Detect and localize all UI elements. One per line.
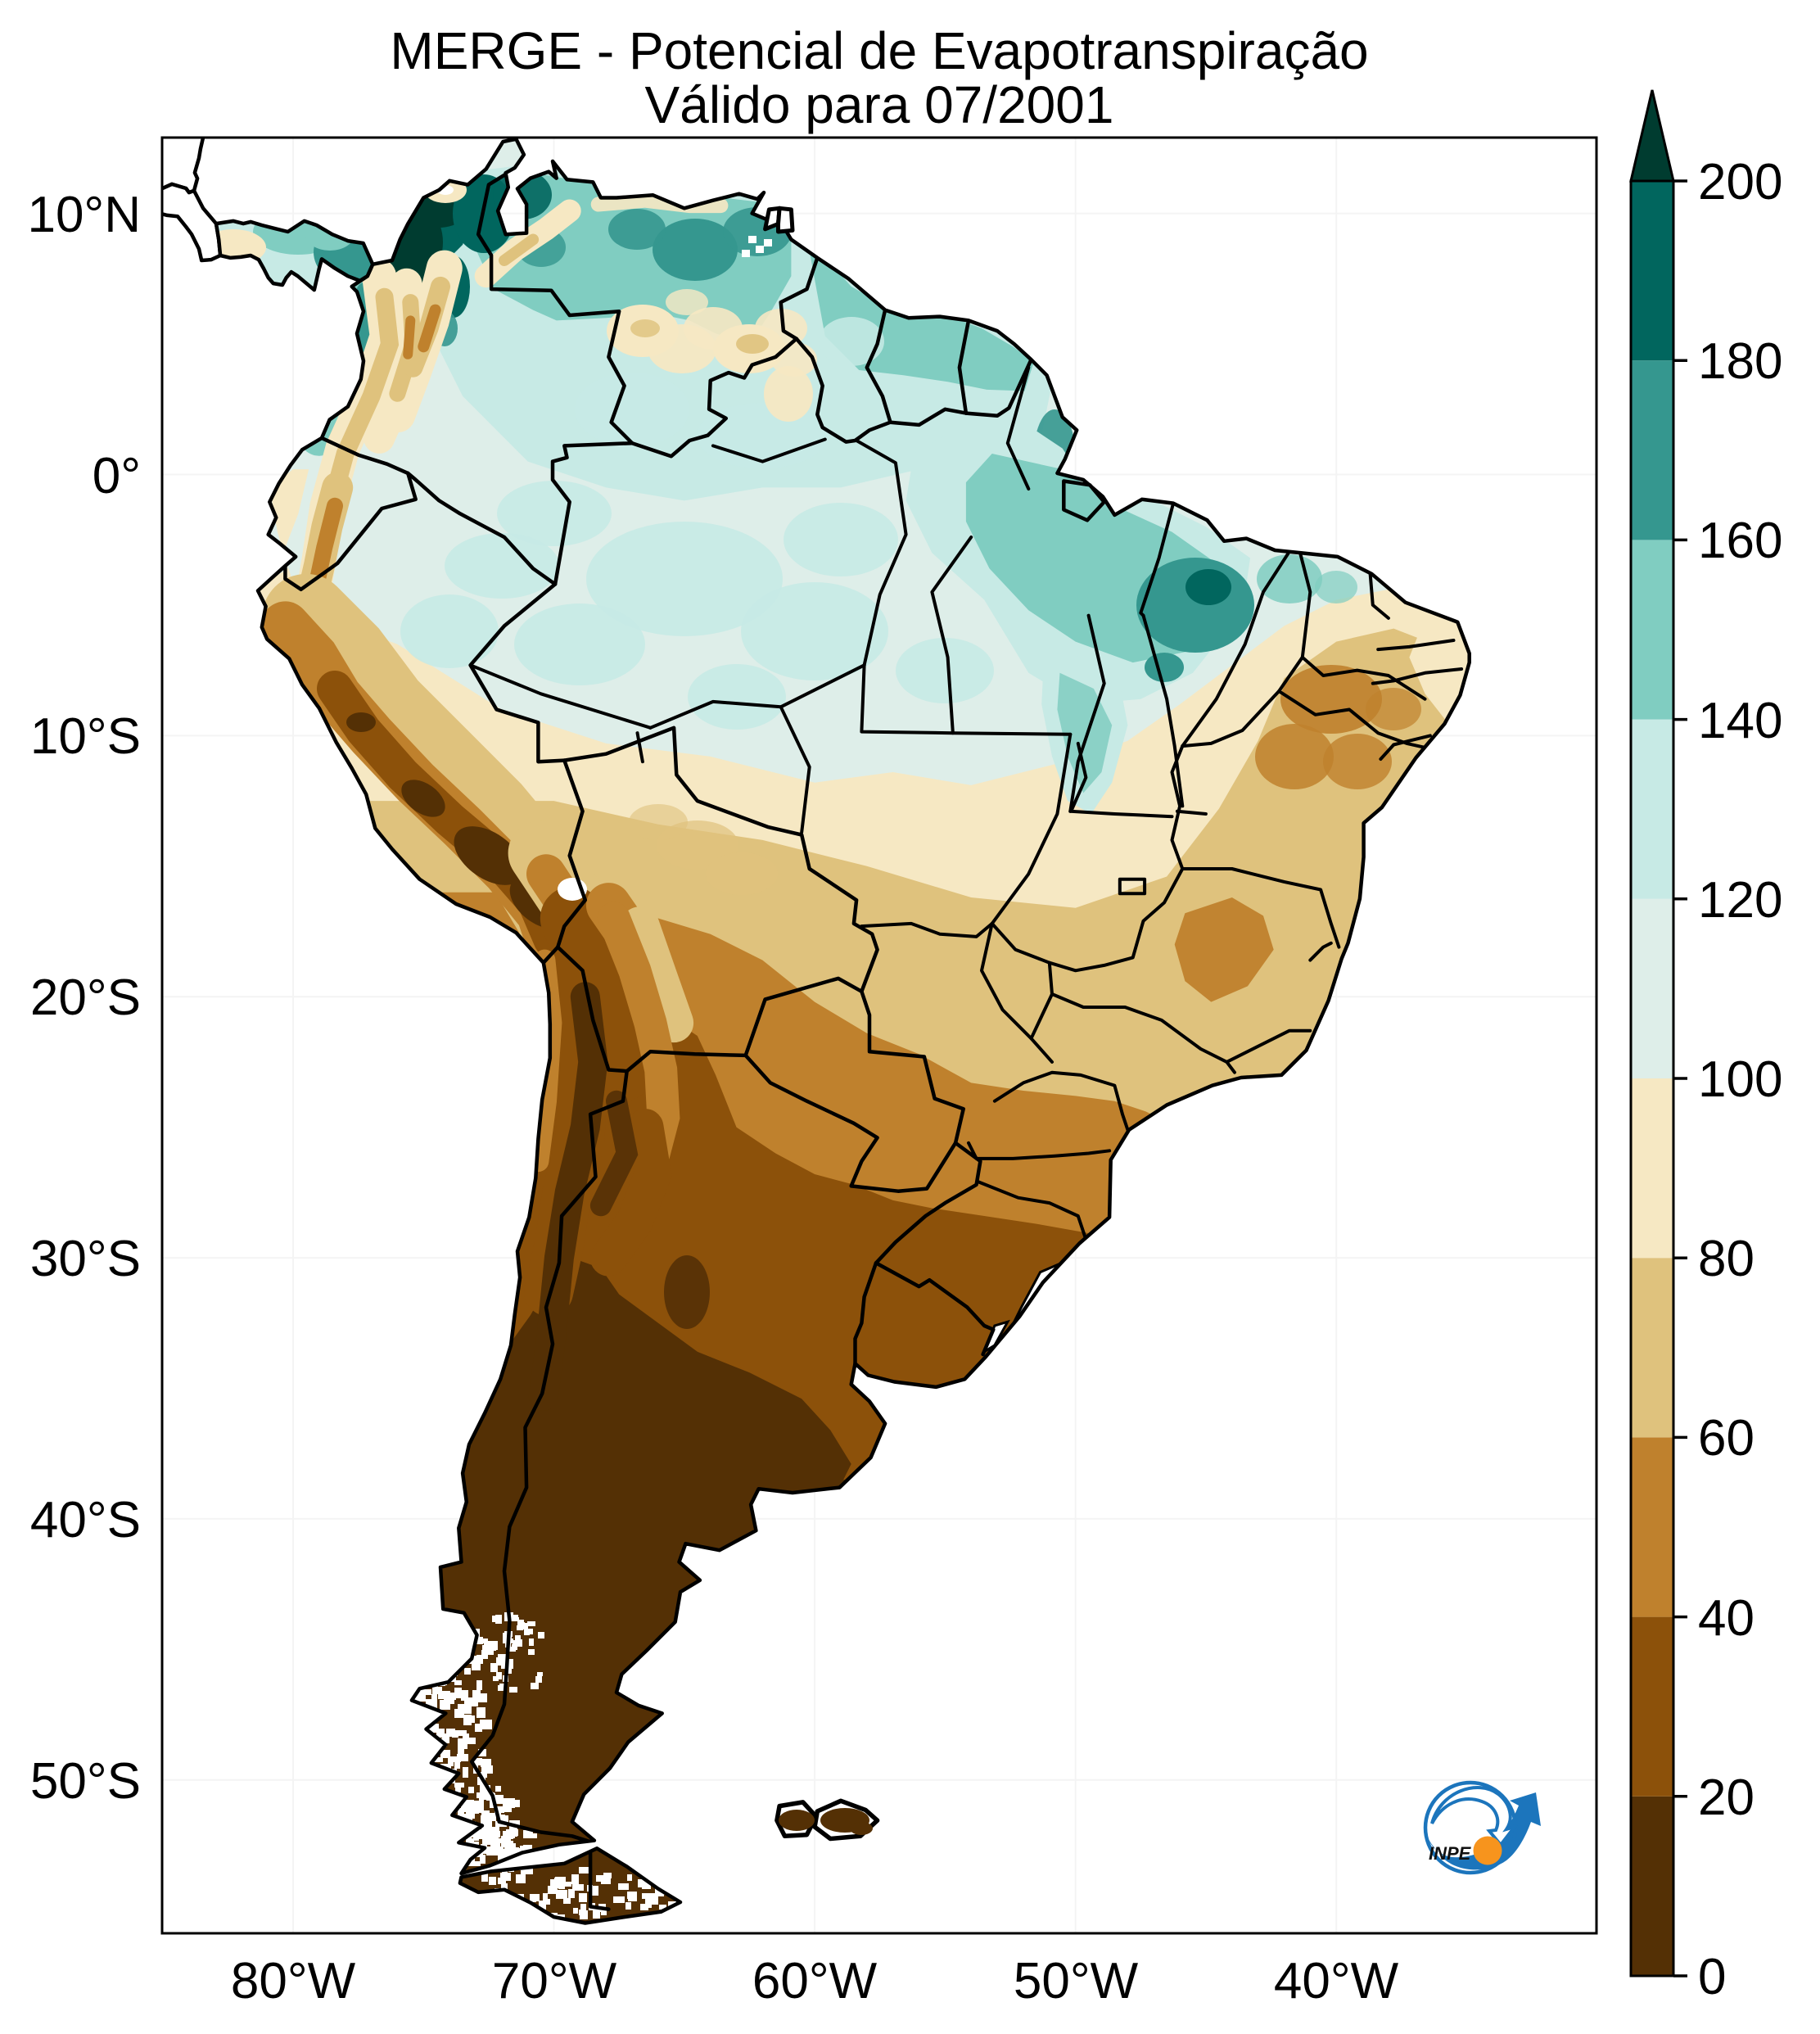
svg-text:40: 40 bbox=[1698, 1590, 1755, 1647]
svg-text:INPE: INPE bbox=[1429, 1843, 1472, 1864]
svg-text:100: 100 bbox=[1698, 1051, 1782, 1108]
svg-text:Válido para 07/2001: Válido para 07/2001 bbox=[645, 75, 1114, 134]
svg-text:0: 0 bbox=[1698, 1949, 1726, 2005]
svg-text:120: 120 bbox=[1698, 872, 1782, 929]
svg-text:0°: 0° bbox=[93, 448, 141, 504]
svg-text:10°N: 10°N bbox=[27, 187, 141, 243]
svg-text:200: 200 bbox=[1698, 154, 1782, 210]
svg-text:30°S: 30°S bbox=[30, 1231, 141, 1287]
svg-text:70°W: 70°W bbox=[492, 1953, 617, 2009]
svg-text:50°S: 50°S bbox=[30, 1753, 141, 1810]
svg-text:80°W: 80°W bbox=[231, 1953, 356, 2009]
svg-text:50°W: 50°W bbox=[1014, 1953, 1139, 2009]
svg-text:140: 140 bbox=[1698, 693, 1782, 749]
svg-text:40°W: 40°W bbox=[1274, 1953, 1399, 2009]
svg-text:80: 80 bbox=[1698, 1231, 1755, 1287]
svg-text:MERGE - Potencial de Evapotran: MERGE - Potencial de Evapotranspiração bbox=[390, 21, 1368, 80]
svg-text:40°S: 40°S bbox=[30, 1492, 141, 1548]
svg-text:20°S: 20°S bbox=[30, 970, 141, 1026]
svg-text:180: 180 bbox=[1698, 333, 1782, 390]
svg-text:10°S: 10°S bbox=[30, 708, 141, 765]
svg-text:60: 60 bbox=[1698, 1410, 1755, 1467]
svg-text:160: 160 bbox=[1698, 513, 1782, 569]
svg-text:20: 20 bbox=[1698, 1770, 1755, 1826]
svg-text:60°W: 60°W bbox=[752, 1953, 878, 2009]
